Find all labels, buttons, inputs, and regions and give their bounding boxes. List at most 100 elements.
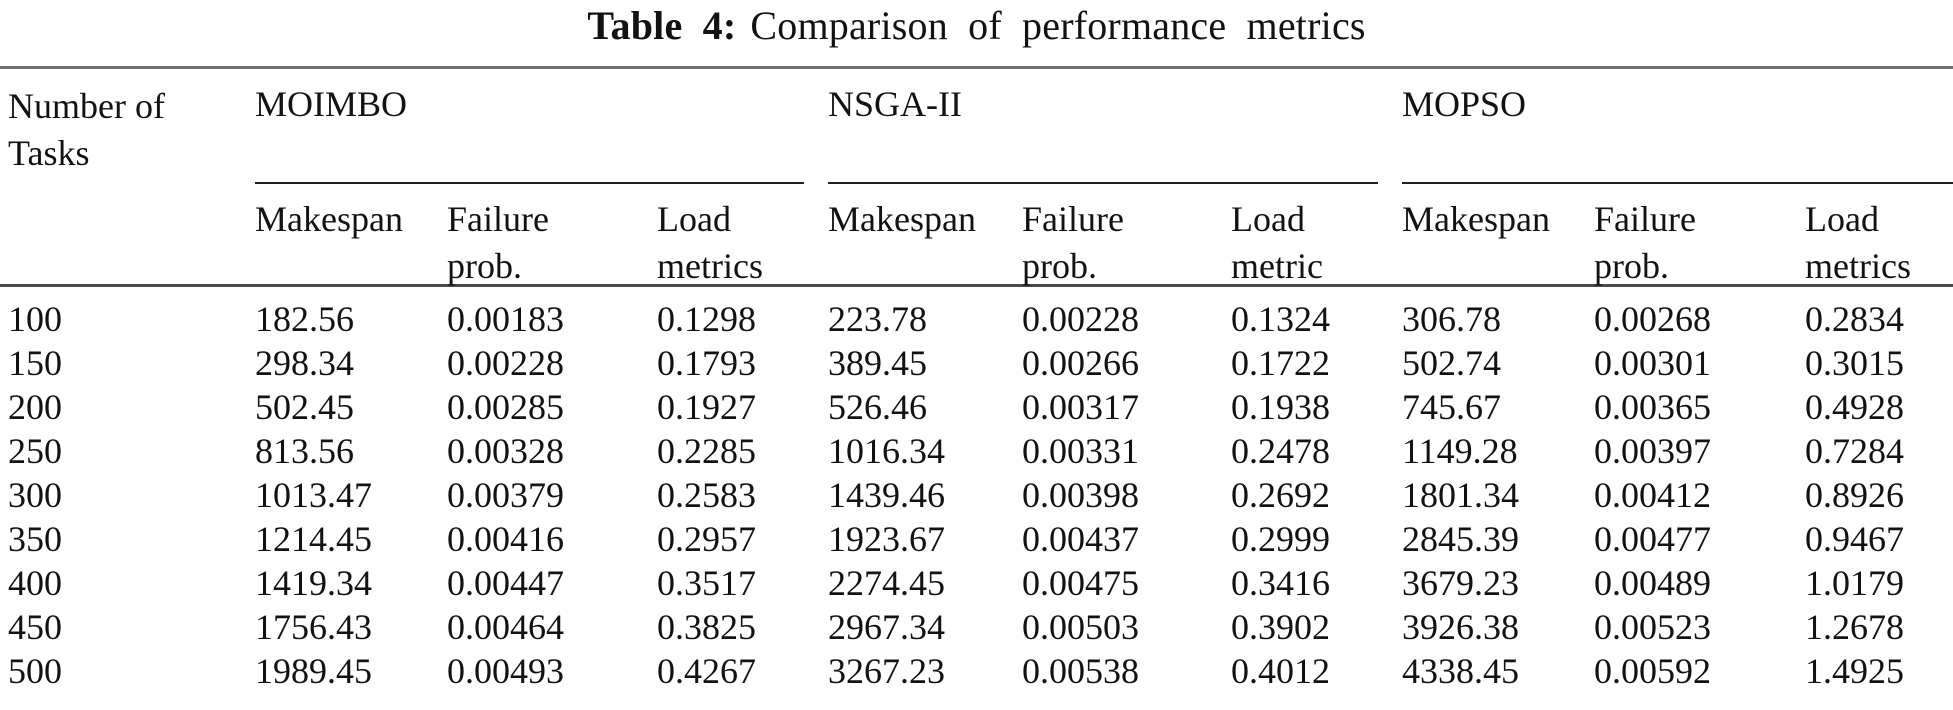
- table-cell-value: 0.00285: [447, 387, 564, 427]
- table-row: 200 502.45 0.00285 0.1927 526.46 0.00317 0.193…: [0, 385, 1953, 429]
- table-cell-value: 298.34: [255, 343, 354, 383]
- table-cell-value: 0.00437: [1022, 519, 1139, 559]
- subcolumn-header-makespan: Makespan: [255, 184, 447, 284]
- table-cell-value: 2845.39: [1402, 519, 1519, 559]
- table-cell-value: 0.00301: [1594, 343, 1711, 383]
- table-caption-text: Comparison of performance metrics: [750, 3, 1366, 48]
- table-cell-value: 1149.28: [1402, 431, 1518, 471]
- table-cell-value: 0.3825: [657, 607, 756, 647]
- table-row: 250 813.56 0.00328 0.2285 1016.34 0.00331 0.24…: [0, 429, 1953, 473]
- table-cell-value: 0.00328: [447, 431, 564, 471]
- subcolumn-header-row: Makespan Failure prob. Load metrics Makespa…: [0, 184, 1953, 286]
- group-header-label: MOIMBO: [255, 84, 408, 124]
- subcolumn-header-load-metrics: Load metrics: [657, 184, 828, 286]
- table-cell-value: 0.2957: [657, 519, 756, 559]
- table-cell-value: 0.4012: [1231, 651, 1330, 691]
- table-body: 100 182.56 0.00183 0.1298 223.78 0.00228 0.132…: [0, 287, 1953, 710]
- subcolumn-header-label: Failure prob.: [1022, 199, 1124, 286]
- table-cell-value: 0.00379: [447, 475, 564, 515]
- table-cell-value: 0.3517: [657, 563, 756, 603]
- table-cell-value: 0.00228: [1022, 299, 1139, 339]
- table-cell-value: 0.00317: [1022, 387, 1139, 427]
- table-caption-label: Table 4:: [587, 3, 737, 48]
- table-cell-value: 0.00447: [447, 563, 564, 603]
- table-cell-value: 1013.47: [255, 475, 372, 515]
- subcolumn-header-load-metric: Load metric: [1231, 184, 1402, 286]
- table-cell-value: 0.00503: [1022, 607, 1139, 647]
- table-cell-value: 0.1793: [657, 343, 756, 383]
- table-caption: Table 4: Comparison of performance metric…: [0, 0, 1953, 66]
- table-cell-value: 1756.43: [255, 607, 372, 647]
- table-cell-value: 502.74: [1402, 343, 1501, 383]
- table-cell-value: 0.3416: [1231, 563, 1330, 603]
- table-row: 150 298.34 0.00228 0.1793 389.45 0.00266 0.172…: [0, 341, 1953, 385]
- row-header-tasks: 400: [8, 563, 62, 603]
- group-header-mopso: MOPSO: [1402, 69, 1953, 184]
- table-cell-value: 0.00464: [447, 607, 564, 647]
- table-cell-value: 0.00266: [1022, 343, 1139, 383]
- table-header: Number of Tasks MOIMBO NSGA-II MOPSO Makes…: [0, 69, 1953, 287]
- row-header-tasks: 300: [8, 475, 62, 515]
- table-cell-value: 0.1298: [657, 299, 756, 339]
- performance-table: Number of Tasks MOIMBO NSGA-II MOPSO Makes…: [0, 66, 1953, 710]
- table-cell-value: 3679.23: [1402, 563, 1519, 603]
- table-cell-value: 1.4925: [1805, 651, 1904, 691]
- table-cell-value: 1214.45: [255, 519, 372, 559]
- subcolumn-header-label: Failure prob.: [1594, 199, 1696, 286]
- group-header-nsga-ii: NSGA-II: [828, 69, 1402, 184]
- group-underline-rule: [828, 182, 1378, 184]
- table-cell-value: 4338.45: [1402, 651, 1519, 691]
- table-cell-value: 0.00397: [1594, 431, 1711, 471]
- table-cell-value: 0.00477: [1594, 519, 1711, 559]
- subcolumn-header-label: Failure prob.: [447, 199, 549, 286]
- table-cell-value: 1419.34: [255, 563, 372, 603]
- table-cell-value: 0.2478: [1231, 431, 1330, 471]
- subcolumn-header-label: Load metric: [1231, 199, 1323, 286]
- table-cell-value: 389.45: [828, 343, 927, 383]
- table-cell-value: 1016.34: [828, 431, 945, 471]
- table-cell-value: 3267.23: [828, 651, 945, 691]
- subcolumn-header-makespan: Makespan: [1402, 184, 1594, 284]
- subcolumn-header-failure-prob-: Failure prob.: [447, 184, 657, 286]
- table-cell-value: 1.2678: [1805, 607, 1904, 647]
- table-cell-value: 526.46: [828, 387, 927, 427]
- table-cell-value: 0.2999: [1231, 519, 1330, 559]
- group-header-moimbo: MOIMBO: [255, 69, 828, 184]
- table-cell-value: 0.1927: [657, 387, 756, 427]
- table-cell-value: 0.1722: [1231, 343, 1330, 383]
- group-header-label: MOPSO: [1402, 84, 1527, 124]
- table-cell-value: 0.4928: [1805, 387, 1904, 427]
- table-cell-value: 0.00592: [1594, 651, 1711, 691]
- table-cell-value: 0.2285: [657, 431, 756, 471]
- table-cell-value: 0.00489: [1594, 563, 1711, 603]
- group-underline-rule: [255, 182, 804, 184]
- table-cell-value: 0.8926: [1805, 475, 1904, 515]
- table-cell-value: 3926.38: [1402, 607, 1519, 647]
- table-cell-value: 0.1324: [1231, 299, 1330, 339]
- table-row: 350 1214.45 0.00416 0.2957 1923.67 0.00437 0.2…: [0, 517, 1953, 561]
- row-header-tasks: 150: [8, 343, 62, 383]
- row-header-tasks: 100: [8, 299, 62, 339]
- subcolumn-header-label: Makespan: [255, 199, 403, 239]
- column-header-number-of-tasks: Number of Tasks: [8, 86, 165, 173]
- table-cell-value: 306.78: [1402, 299, 1501, 339]
- table-cell-value: 1923.67: [828, 519, 945, 559]
- table-cell-value: 0.00331: [1022, 431, 1139, 471]
- table-cell-value: 0.4267: [657, 651, 756, 691]
- table-cell-value: 0.00268: [1594, 299, 1711, 339]
- row-header-tasks: 450: [8, 607, 62, 647]
- table-cell-value: 0.00523: [1594, 607, 1711, 647]
- table-cell-value: 813.56: [255, 431, 354, 471]
- table-row: 450 1756.43 0.00464 0.3825 2967.34 0.00503 0.3…: [0, 605, 1953, 649]
- table-cell-value: 182.56: [255, 299, 354, 339]
- table-cell-value: 2967.34: [828, 607, 945, 647]
- table-cell-value: 0.00183: [447, 299, 564, 339]
- subcolumn-header-label: Makespan: [1402, 199, 1550, 239]
- subcolumn-header-makespan: Makespan: [828, 184, 1022, 284]
- table-cell-value: 0.1938: [1231, 387, 1330, 427]
- subcolumn-header-label: Makespan: [828, 199, 976, 239]
- subcolumn-header-failure-prob-: Failure prob.: [1022, 184, 1231, 286]
- group-header-label: NSGA-II: [828, 84, 962, 124]
- table-cell-value: 1989.45: [255, 651, 372, 691]
